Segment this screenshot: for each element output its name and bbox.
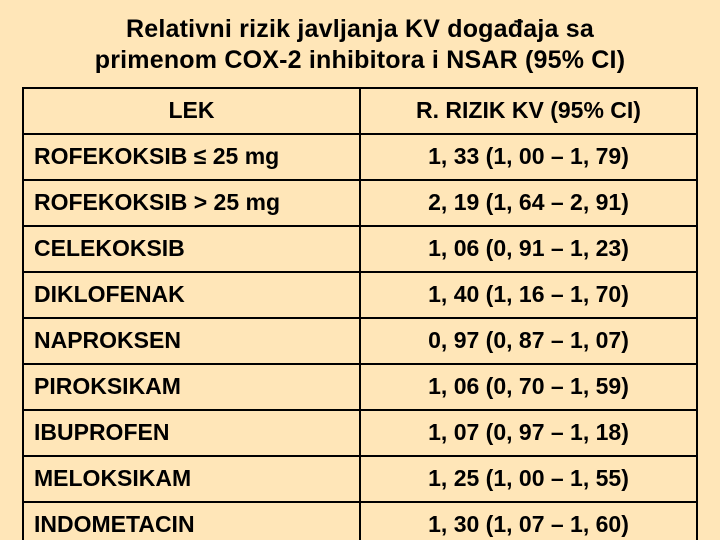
slide-title: Relativni rizik javljanja KV događaja sa… (95, 14, 625, 77)
table-row: ROFEKOKSIB ≤ 25 mg 1, 33 (1, 00 – 1, 79) (23, 134, 697, 180)
cell-lek: CELEKOKSIB (23, 226, 360, 272)
slide: Relativni rizik javljanja KV događaja sa… (0, 0, 720, 540)
cell-lek: MELOKSIKAM (23, 456, 360, 502)
table-row: PIROKSIKAM 1, 06 (0, 70 – 1, 59) (23, 364, 697, 410)
cell-rizik: 1, 33 (1, 00 – 1, 79) (360, 134, 697, 180)
cell-lek: DIKLOFENAK (23, 272, 360, 318)
slide-title-line1: Relativni rizik javljanja KV događaja sa (126, 15, 594, 43)
slide-title-line2: primenom COX-2 inhibitora i NSAR (95% CI… (95, 46, 625, 74)
cell-lek: PIROKSIKAM (23, 364, 360, 410)
cell-lek: ROFEKOKSIB ≤ 25 mg (23, 134, 360, 180)
table-row: INDOMETACIN 1, 30 (1, 07 – 1, 60) (23, 502, 697, 540)
table-row: MELOKSIKAM 1, 25 (1, 00 – 1, 55) (23, 456, 697, 502)
cell-rizik: 1, 40 (1, 16 – 1, 70) (360, 272, 697, 318)
cell-rizik: 1, 07 (0, 97 – 1, 18) (360, 410, 697, 456)
table-row: DIKLOFENAK 1, 40 (1, 16 – 1, 70) (23, 272, 697, 318)
cell-lek: ROFEKOKSIB > 25 mg (23, 180, 360, 226)
risk-table: LEK R. RIZIK KV (95% CI) ROFEKOKSIB ≤ 25… (22, 87, 698, 540)
cell-rizik: 0, 97 (0, 87 – 1, 07) (360, 318, 697, 364)
table-row: CELEKOKSIB 1, 06 (0, 91 – 1, 23) (23, 226, 697, 272)
col-header-lek: LEK (23, 88, 360, 134)
table-row: NAPROKSEN 0, 97 (0, 87 – 1, 07) (23, 318, 697, 364)
cell-rizik: 1, 06 (0, 70 – 1, 59) (360, 364, 697, 410)
cell-rizik: 1, 06 (0, 91 – 1, 23) (360, 226, 697, 272)
cell-rizik: 1, 25 (1, 00 – 1, 55) (360, 456, 697, 502)
cell-lek: IBUPROFEN (23, 410, 360, 456)
table-row: IBUPROFEN 1, 07 (0, 97 – 1, 18) (23, 410, 697, 456)
cell-rizik: 1, 30 (1, 07 – 1, 60) (360, 502, 697, 540)
cell-rizik: 2, 19 (1, 64 – 2, 91) (360, 180, 697, 226)
col-header-rizik: R. RIZIK KV (95% CI) (360, 88, 697, 134)
table-header-row: LEK R. RIZIK KV (95% CI) (23, 88, 697, 134)
cell-lek: INDOMETACIN (23, 502, 360, 540)
cell-lek: NAPROKSEN (23, 318, 360, 364)
table-row: ROFEKOKSIB > 25 mg 2, 19 (1, 64 – 2, 91) (23, 180, 697, 226)
